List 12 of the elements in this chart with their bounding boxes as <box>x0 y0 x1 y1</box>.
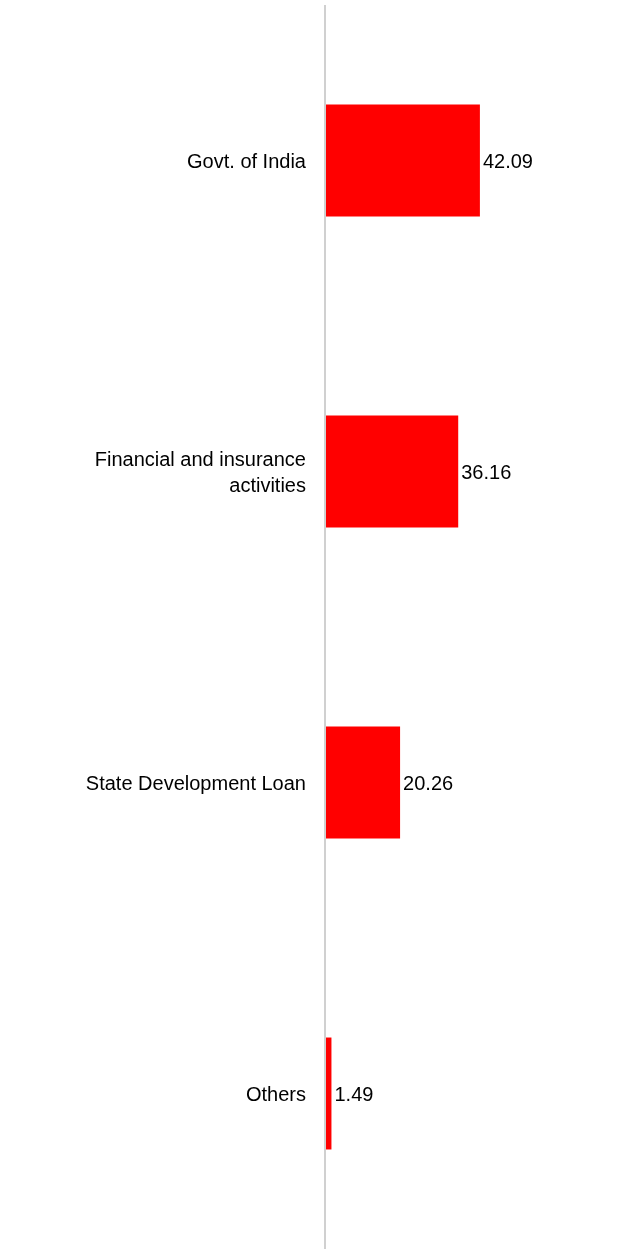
bar <box>326 415 459 528</box>
bar <box>326 1037 332 1150</box>
y-tick-label: State Development Loan <box>85 771 306 794</box>
y-tick-label: Govt. of India <box>187 149 307 172</box>
y-tick-label: Financial and insurance activities <box>94 447 306 496</box>
data-label: 42.09 <box>482 149 533 172</box>
data-label: 36.16 <box>461 460 512 483</box>
y-tick-label: Others <box>245 1082 306 1105</box>
data-label: 20.26 <box>403 771 454 794</box>
data-label: 1.49 <box>334 1082 374 1105</box>
bar <box>326 104 480 217</box>
bar <box>326 726 401 839</box>
